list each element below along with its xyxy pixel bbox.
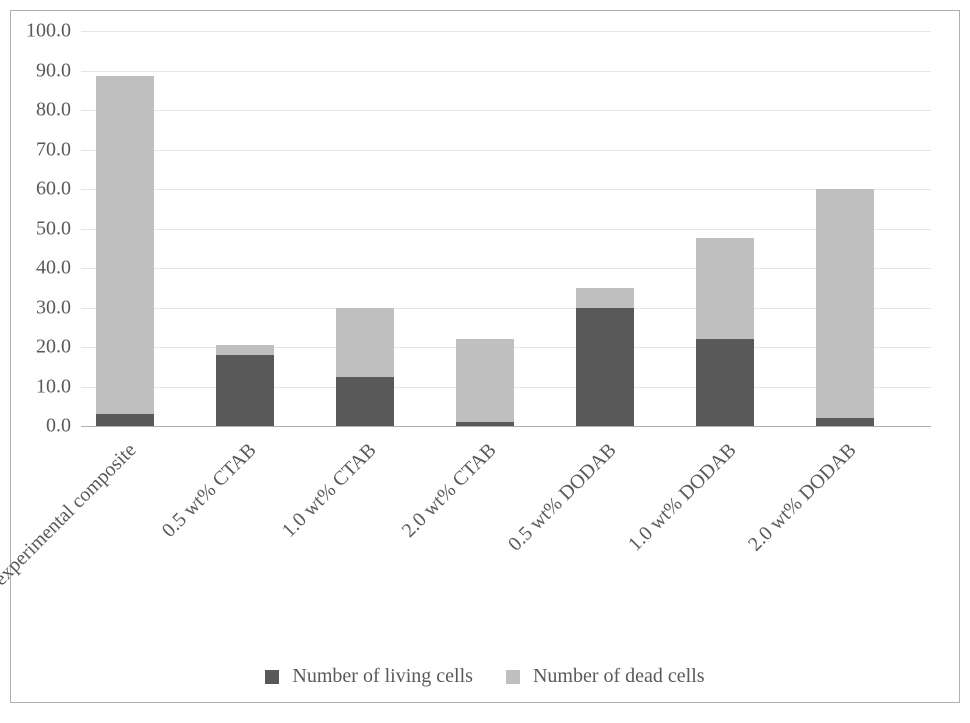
bar-group (96, 76, 154, 426)
gridline (81, 110, 931, 111)
chart-frame: 0.0 10.0 20.0 30.0 40.0 50.0 60.0 70.0 80.0 90.0 1… (10, 10, 960, 703)
x-axis-labels: experimental composite0.5 wt% CTAB1.0 wt… (81, 431, 931, 641)
gridline (81, 229, 931, 230)
gridline (81, 268, 931, 269)
bar-group (216, 345, 274, 426)
bar-group (456, 339, 514, 426)
y-tick-label: 90.0 (11, 59, 71, 82)
y-tick-label: 20.0 (11, 336, 71, 359)
y-tick-label: 50.0 (11, 217, 71, 240)
y-tick-label: 0.0 (11, 415, 71, 438)
bar-segment-living (576, 308, 634, 427)
bar-segment-living (816, 418, 874, 426)
legend-label-living: Number of living cells (292, 665, 473, 687)
legend-swatch-living (265, 670, 279, 684)
gridline (81, 71, 931, 72)
bar-segment-living (96, 414, 154, 426)
axis-baseline (81, 426, 931, 427)
plot-area (81, 31, 931, 426)
x-tick-label: 2.0 wt% DODAB (633, 439, 861, 667)
bar-segment-living (456, 422, 514, 426)
bar-group (696, 238, 754, 426)
y-tick-label: 100.0 (11, 20, 71, 43)
y-tick-label: 30.0 (11, 296, 71, 319)
legend-item-living: Number of living cells (265, 664, 473, 688)
bar-segment-dead (576, 288, 634, 308)
bar-segment-dead (336, 308, 394, 377)
y-tick-label: 60.0 (11, 178, 71, 201)
x-tick-label: 0.5 wt% CTAB (33, 439, 261, 667)
bar-group (816, 189, 874, 426)
bar-segment-living (696, 339, 754, 426)
y-tick-label: 40.0 (11, 257, 71, 280)
bar-segment-dead (456, 339, 514, 422)
gridline (81, 150, 931, 151)
x-tick-label: 0.5 wt% DODAB (393, 439, 621, 667)
bar-segment-dead (216, 345, 274, 355)
y-tick-label: 10.0 (11, 375, 71, 398)
legend-item-dead: Number of dead cells (506, 664, 705, 688)
gridline (81, 31, 931, 32)
legend-label-dead: Number of dead cells (533, 665, 705, 687)
x-tick-label: 1.0 wt% DODAB (513, 439, 741, 667)
bar-segment-living (336, 377, 394, 426)
gridline (81, 189, 931, 190)
y-tick-label: 80.0 (11, 99, 71, 122)
legend: Number of living cells Number of dead ce… (11, 664, 959, 688)
bar-group (336, 308, 394, 427)
bar-segment-dead (816, 189, 874, 418)
bar-segment-dead (96, 76, 154, 414)
bar-group (576, 288, 634, 426)
bar-segment-living (216, 355, 274, 426)
x-tick-label: 1.0 wt% CTAB (153, 439, 381, 667)
x-tick-label: 2.0 wt% CTAB (273, 439, 501, 667)
y-tick-label: 70.0 (11, 138, 71, 161)
legend-swatch-dead (506, 670, 520, 684)
gridline (81, 308, 931, 309)
bar-segment-dead (696, 238, 754, 339)
